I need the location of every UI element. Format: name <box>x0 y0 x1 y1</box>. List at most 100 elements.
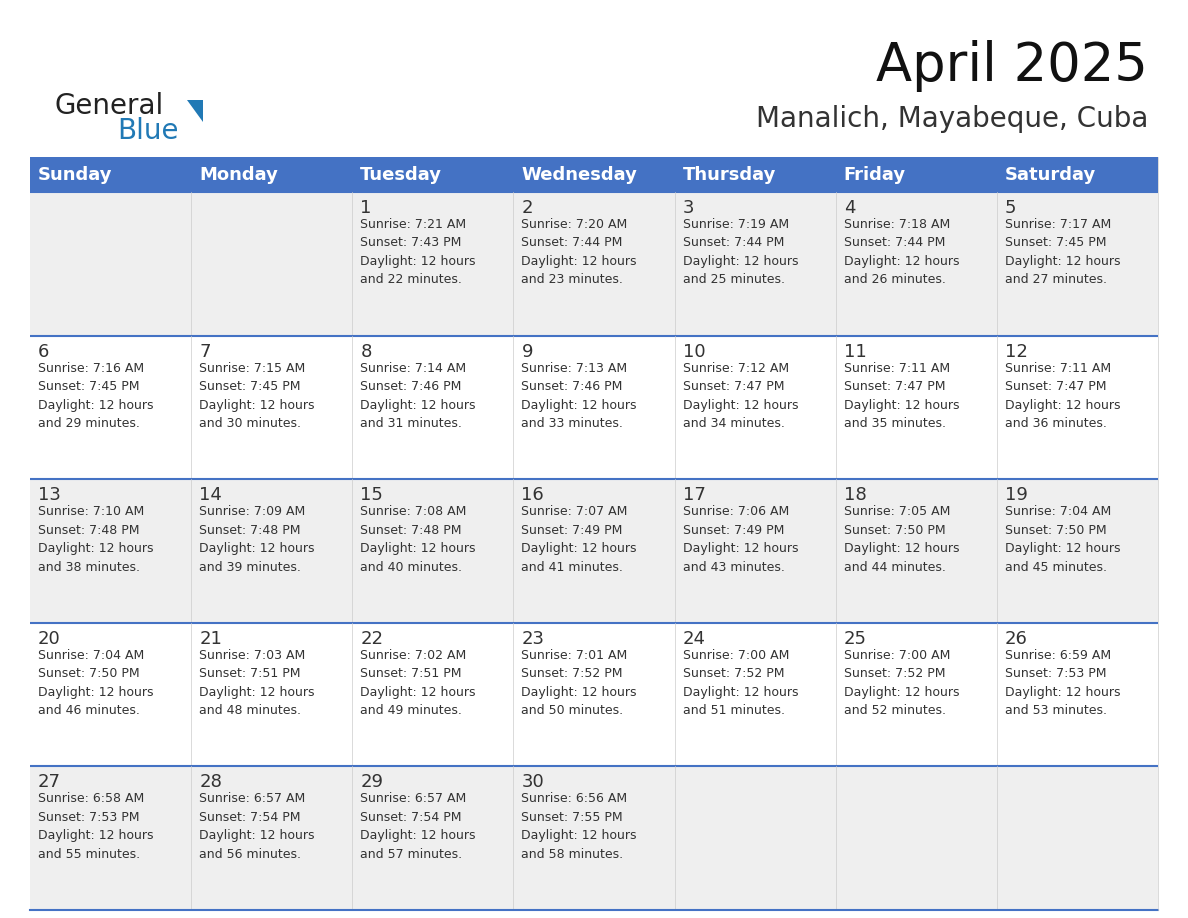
Text: Sunrise: 7:21 AM
Sunset: 7:43 PM
Daylight: 12 hours
and 22 minutes.: Sunrise: 7:21 AM Sunset: 7:43 PM Dayligh… <box>360 218 475 286</box>
Text: 23: 23 <box>522 630 544 648</box>
Text: 16: 16 <box>522 487 544 504</box>
Text: Sunrise: 7:01 AM
Sunset: 7:52 PM
Daylight: 12 hours
and 50 minutes.: Sunrise: 7:01 AM Sunset: 7:52 PM Dayligh… <box>522 649 637 717</box>
Text: Tuesday: Tuesday <box>360 165 442 184</box>
Text: 11: 11 <box>843 342 866 361</box>
Text: 18: 18 <box>843 487 866 504</box>
Text: 4: 4 <box>843 199 855 217</box>
Text: 12: 12 <box>1005 342 1028 361</box>
Bar <box>997 336 1158 479</box>
Bar <box>835 767 997 910</box>
Text: Sunrise: 7:20 AM
Sunset: 7:44 PM
Daylight: 12 hours
and 23 minutes.: Sunrise: 7:20 AM Sunset: 7:44 PM Dayligh… <box>522 218 637 286</box>
Bar <box>191 192 353 336</box>
Text: Sunrise: 6:58 AM
Sunset: 7:53 PM
Daylight: 12 hours
and 55 minutes.: Sunrise: 6:58 AM Sunset: 7:53 PM Dayligh… <box>38 792 153 861</box>
Bar <box>191 157 353 192</box>
Text: 27: 27 <box>38 773 61 791</box>
Bar <box>997 622 1158 767</box>
Text: Sunrise: 6:59 AM
Sunset: 7:53 PM
Daylight: 12 hours
and 53 minutes.: Sunrise: 6:59 AM Sunset: 7:53 PM Dayligh… <box>1005 649 1120 717</box>
Bar <box>30 157 191 192</box>
Text: 24: 24 <box>683 630 706 648</box>
Text: Sunrise: 7:11 AM
Sunset: 7:47 PM
Daylight: 12 hours
and 35 minutes.: Sunrise: 7:11 AM Sunset: 7:47 PM Dayligh… <box>843 362 959 431</box>
Bar <box>675 192 835 336</box>
Text: Sunrise: 6:56 AM
Sunset: 7:55 PM
Daylight: 12 hours
and 58 minutes.: Sunrise: 6:56 AM Sunset: 7:55 PM Dayligh… <box>522 792 637 861</box>
Bar <box>997 157 1158 192</box>
Text: 8: 8 <box>360 342 372 361</box>
Text: Sunrise: 7:14 AM
Sunset: 7:46 PM
Daylight: 12 hours
and 31 minutes.: Sunrise: 7:14 AM Sunset: 7:46 PM Dayligh… <box>360 362 475 431</box>
Text: 21: 21 <box>200 630 222 648</box>
Text: 25: 25 <box>843 630 867 648</box>
Bar <box>30 192 191 336</box>
Text: 3: 3 <box>683 199 694 217</box>
Bar <box>353 192 513 336</box>
Text: Friday: Friday <box>843 165 905 184</box>
Bar <box>997 192 1158 336</box>
Bar <box>513 336 675 479</box>
Text: 5: 5 <box>1005 199 1017 217</box>
Text: Sunrise: 7:00 AM
Sunset: 7:52 PM
Daylight: 12 hours
and 52 minutes.: Sunrise: 7:00 AM Sunset: 7:52 PM Dayligh… <box>843 649 959 717</box>
Bar <box>675 767 835 910</box>
Text: Sunrise: 7:00 AM
Sunset: 7:52 PM
Daylight: 12 hours
and 51 minutes.: Sunrise: 7:00 AM Sunset: 7:52 PM Dayligh… <box>683 649 798 717</box>
Bar <box>30 767 191 910</box>
Text: Saturday: Saturday <box>1005 165 1097 184</box>
Bar <box>675 336 835 479</box>
Text: Sunrise: 7:04 AM
Sunset: 7:50 PM
Daylight: 12 hours
and 45 minutes.: Sunrise: 7:04 AM Sunset: 7:50 PM Dayligh… <box>1005 505 1120 574</box>
Bar <box>191 336 353 479</box>
Text: Sunrise: 7:03 AM
Sunset: 7:51 PM
Daylight: 12 hours
and 48 minutes.: Sunrise: 7:03 AM Sunset: 7:51 PM Dayligh… <box>200 649 315 717</box>
Bar <box>513 479 675 622</box>
Text: Sunrise: 7:18 AM
Sunset: 7:44 PM
Daylight: 12 hours
and 26 minutes.: Sunrise: 7:18 AM Sunset: 7:44 PM Dayligh… <box>843 218 959 286</box>
Text: 28: 28 <box>200 773 222 791</box>
Bar <box>835 157 997 192</box>
Text: Sunrise: 7:08 AM
Sunset: 7:48 PM
Daylight: 12 hours
and 40 minutes.: Sunrise: 7:08 AM Sunset: 7:48 PM Dayligh… <box>360 505 475 574</box>
Text: Manalich, Mayabeque, Cuba: Manalich, Mayabeque, Cuba <box>756 105 1148 133</box>
Text: 6: 6 <box>38 342 50 361</box>
Bar <box>675 479 835 622</box>
Bar <box>353 336 513 479</box>
Text: Sunrise: 7:10 AM
Sunset: 7:48 PM
Daylight: 12 hours
and 38 minutes.: Sunrise: 7:10 AM Sunset: 7:48 PM Dayligh… <box>38 505 153 574</box>
Text: 10: 10 <box>683 342 706 361</box>
Bar <box>513 192 675 336</box>
Bar <box>353 622 513 767</box>
Text: 26: 26 <box>1005 630 1028 648</box>
Text: Wednesday: Wednesday <box>522 165 637 184</box>
Bar <box>513 622 675 767</box>
Text: 9: 9 <box>522 342 533 361</box>
Text: 30: 30 <box>522 773 544 791</box>
Text: Sunrise: 7:17 AM
Sunset: 7:45 PM
Daylight: 12 hours
and 27 minutes.: Sunrise: 7:17 AM Sunset: 7:45 PM Dayligh… <box>1005 218 1120 286</box>
Text: 20: 20 <box>38 630 61 648</box>
Bar <box>30 336 191 479</box>
Polygon shape <box>187 100 203 122</box>
Text: 14: 14 <box>200 487 222 504</box>
Bar <box>30 479 191 622</box>
Bar <box>835 336 997 479</box>
Text: Sunrise: 7:05 AM
Sunset: 7:50 PM
Daylight: 12 hours
and 44 minutes.: Sunrise: 7:05 AM Sunset: 7:50 PM Dayligh… <box>843 505 959 574</box>
Text: Sunrise: 7:16 AM
Sunset: 7:45 PM
Daylight: 12 hours
and 29 minutes.: Sunrise: 7:16 AM Sunset: 7:45 PM Dayligh… <box>38 362 153 431</box>
Bar <box>675 157 835 192</box>
Bar <box>513 767 675 910</box>
Bar <box>353 157 513 192</box>
Bar <box>835 479 997 622</box>
Bar <box>353 479 513 622</box>
Bar <box>191 622 353 767</box>
Bar <box>835 192 997 336</box>
Text: General: General <box>55 92 164 120</box>
Bar <box>513 157 675 192</box>
Bar <box>191 767 353 910</box>
Text: 13: 13 <box>38 487 61 504</box>
Text: Sunrise: 7:06 AM
Sunset: 7:49 PM
Daylight: 12 hours
and 43 minutes.: Sunrise: 7:06 AM Sunset: 7:49 PM Dayligh… <box>683 505 798 574</box>
Text: Sunrise: 6:57 AM
Sunset: 7:54 PM
Daylight: 12 hours
and 57 minutes.: Sunrise: 6:57 AM Sunset: 7:54 PM Dayligh… <box>360 792 475 861</box>
Text: Blue: Blue <box>116 117 178 145</box>
Bar <box>30 622 191 767</box>
Text: 17: 17 <box>683 487 706 504</box>
Text: Sunrise: 7:15 AM
Sunset: 7:45 PM
Daylight: 12 hours
and 30 minutes.: Sunrise: 7:15 AM Sunset: 7:45 PM Dayligh… <box>200 362 315 431</box>
Text: 2: 2 <box>522 199 533 217</box>
Text: Monday: Monday <box>200 165 278 184</box>
Text: April 2025: April 2025 <box>876 40 1148 92</box>
Text: Sunrise: 7:09 AM
Sunset: 7:48 PM
Daylight: 12 hours
and 39 minutes.: Sunrise: 7:09 AM Sunset: 7:48 PM Dayligh… <box>200 505 315 574</box>
Text: 7: 7 <box>200 342 210 361</box>
Bar <box>353 767 513 910</box>
Text: Sunrise: 7:19 AM
Sunset: 7:44 PM
Daylight: 12 hours
and 25 minutes.: Sunrise: 7:19 AM Sunset: 7:44 PM Dayligh… <box>683 218 798 286</box>
Bar <box>191 479 353 622</box>
Bar <box>675 622 835 767</box>
Text: Sunrise: 7:13 AM
Sunset: 7:46 PM
Daylight: 12 hours
and 33 minutes.: Sunrise: 7:13 AM Sunset: 7:46 PM Dayligh… <box>522 362 637 431</box>
Bar <box>997 767 1158 910</box>
Text: 15: 15 <box>360 487 384 504</box>
